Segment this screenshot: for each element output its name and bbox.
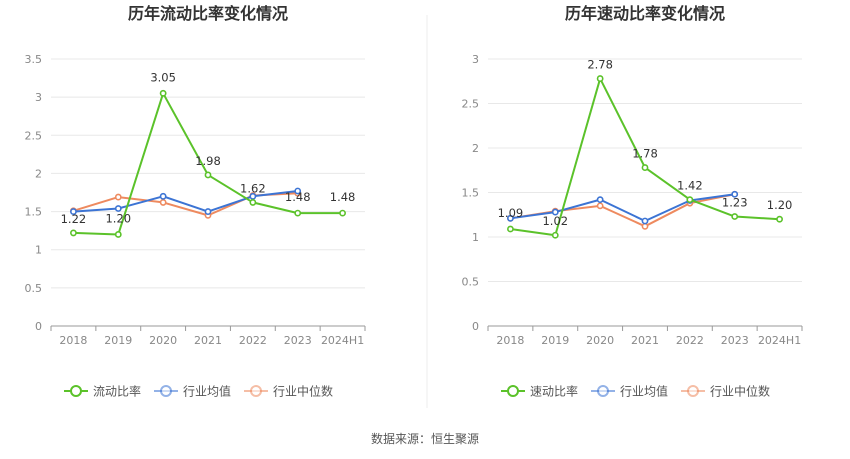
legend-item: 速动比率	[501, 384, 578, 399]
x-tick-label: 2021	[631, 334, 659, 347]
legend-item: 行业中位数	[244, 384, 333, 399]
data-label: 1.48	[330, 190, 356, 204]
data-label: 1.98	[195, 154, 221, 168]
y-tick-label: 3.5	[25, 53, 43, 66]
data-point-0	[641, 164, 649, 171]
data-point-1	[731, 190, 739, 198]
data-label: 2.78	[587, 58, 613, 72]
x-tick-label: 2018	[59, 334, 87, 347]
data-point-1	[551, 208, 559, 216]
data-label: 1.02	[542, 214, 568, 228]
data-point-1	[641, 217, 649, 225]
x-tick-label: 2023	[721, 334, 749, 347]
data-point-1	[70, 208, 77, 215]
y-tick-label: 1.5	[25, 206, 43, 219]
legend-swatch-marker	[687, 385, 699, 397]
legend-swatch-marker	[507, 385, 519, 397]
data-label: 1.22	[61, 212, 87, 226]
data-point-0	[731, 213, 739, 220]
data-point-0	[159, 89, 167, 97]
legend-label: 速动比率	[530, 384, 578, 399]
y-tick-label: 2.5	[25, 129, 43, 142]
y-tick-label: 0	[35, 320, 42, 333]
data-point-0	[294, 209, 302, 217]
x-tick-label: 2024H1	[321, 334, 364, 347]
legend-label: 行业均值	[183, 384, 231, 399]
data-point-0	[776, 215, 783, 223]
x-tick-label: 2018	[496, 334, 524, 347]
data-point-1	[249, 192, 257, 200]
y-tick-label: 1	[35, 244, 42, 257]
data-point-0	[204, 171, 212, 179]
x-tick-label: 2024H1	[758, 334, 801, 347]
data-label: 1.78	[632, 147, 658, 161]
data-point-1	[159, 192, 167, 200]
legend-swatch-marker	[160, 385, 172, 397]
current-ratio-chart: 历年流动比率变化情况 0 0.5 1 1.5 2 2.5 3 3.5 2018 2019 2020 20…	[25, 4, 366, 399]
x-tick-label: 2021	[194, 334, 222, 347]
legend-item: 流动比率	[64, 384, 141, 399]
x-tick-label: 2022	[239, 334, 267, 347]
data-point-0	[339, 209, 346, 217]
x-tick-label: 2023	[284, 334, 312, 347]
x-tick-label: 2019	[541, 334, 569, 347]
data-point-0	[596, 75, 604, 82]
data-point-1	[507, 214, 514, 222]
x-tick-label: 2022	[676, 334, 704, 347]
x-tick-label: 2020	[586, 334, 614, 347]
y-tick-label: 2.5	[462, 98, 480, 111]
data-point-2	[641, 222, 649, 230]
legend-swatch-marker	[250, 385, 262, 397]
data-point-0	[114, 231, 122, 238]
y-tick-label: 2	[472, 142, 479, 155]
quick-ratio-chart: 历年速动比率变化情况 0 0.5 1 1.5 2 2.5 3 2018 2019 2020 2021 2…	[462, 4, 803, 399]
y-tick-label: 3	[35, 91, 42, 104]
data-point-0	[249, 199, 257, 206]
data-point-0	[70, 229, 77, 237]
x-tick-label: 2020	[149, 334, 177, 347]
y-tick-label: 0	[472, 320, 479, 333]
chart-title: 历年流动比率变化情况	[128, 4, 288, 23]
data-point-1	[596, 196, 604, 204]
x-tick-label: 2019	[104, 334, 132, 347]
legend-item: 行业均值	[591, 384, 668, 399]
legend-item: 行业中位数	[681, 384, 770, 399]
chart-title: 历年速动比率变化情况	[565, 4, 725, 23]
data-label: 1.23	[722, 196, 748, 210]
legend-label: 行业中位数	[273, 384, 333, 399]
data-label: 1.42	[677, 179, 703, 193]
legend-item: 行业均值	[154, 384, 231, 399]
y-tick-label: 2	[35, 167, 42, 180]
data-point-0	[551, 231, 559, 239]
y-tick-label: 1	[472, 231, 479, 244]
data-label: 1.20	[105, 211, 131, 225]
data-point-0	[507, 225, 514, 233]
data-point-1	[114, 205, 122, 212]
series-line-1	[510, 193, 735, 222]
legend-label: 行业中位数	[710, 384, 770, 399]
legend-label: 流动比率	[93, 384, 141, 399]
y-tick-label: 0.5	[462, 276, 480, 289]
series-line-1	[73, 189, 298, 213]
data-point-2	[596, 202, 604, 210]
y-tick-label: 0.5	[25, 282, 43, 295]
y-tick-label: 3	[472, 53, 479, 66]
data-source: 数据来源：恒生聚源	[371, 431, 479, 446]
data-point-2	[159, 199, 167, 206]
data-label: 1.09	[498, 206, 524, 220]
data-label: 1.20	[767, 198, 793, 212]
data-point-1	[204, 208, 212, 215]
data-point-1	[294, 187, 302, 195]
legend-swatch-marker	[597, 385, 609, 397]
data-label: 3.05	[150, 70, 176, 84]
data-label: 1.48	[285, 190, 311, 204]
data-point-0	[686, 196, 694, 204]
data-label: 1.62	[240, 181, 266, 195]
legend-label: 行业均值	[620, 384, 668, 399]
y-tick-label: 1.5	[462, 187, 480, 200]
data-point-2	[114, 193, 122, 201]
legend-swatch-marker	[70, 385, 82, 397]
